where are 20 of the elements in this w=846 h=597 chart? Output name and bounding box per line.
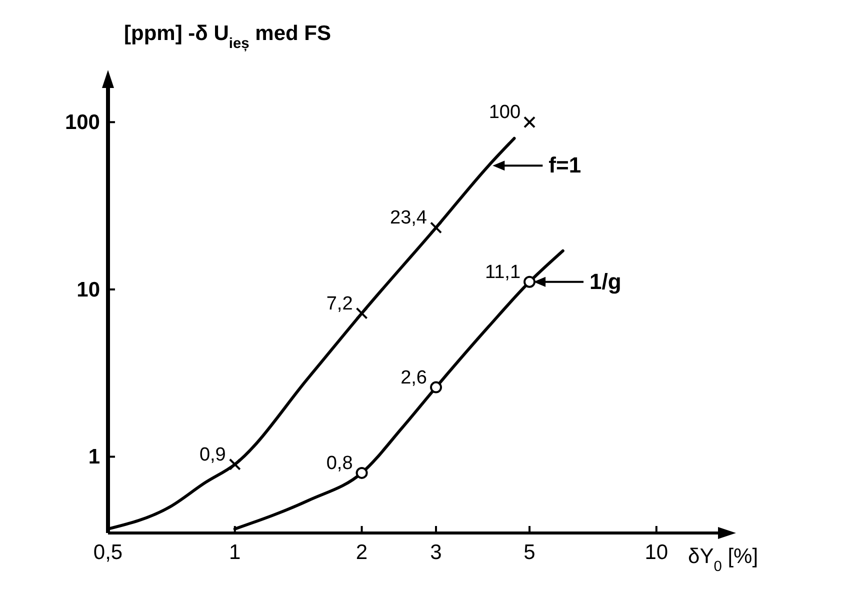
y-axis-title: [ppm] -δ U$_{ieș}$ med FS	[124, 22, 331, 52]
legend-label: f=1	[548, 152, 582, 178]
y-tick-label: 10	[76, 278, 100, 302]
data-label: 7,2	[326, 293, 353, 314]
y-tick-label: 1	[88, 446, 100, 469]
data-label: 0,9	[199, 444, 226, 466]
x-tick-label: 2	[356, 541, 368, 564]
data-label: 0,8	[326, 452, 353, 474]
legend-label: 1/g	[590, 268, 622, 294]
data-label: 2,6	[400, 367, 428, 388]
x-tick-label: 3	[430, 541, 442, 564]
x-axis-title: δY$_{0}$ [%]	[688, 545, 758, 575]
x-tick-label: 0,5	[93, 541, 123, 564]
data-label: 100	[488, 102, 521, 124]
x-tick-label: 1	[229, 541, 241, 564]
data-label: 11,1	[484, 262, 521, 283]
data-label: 23,4	[390, 208, 428, 229]
x-tick-label: 5	[524, 541, 536, 564]
y-tick-label: 100	[64, 111, 100, 134]
x-tick-label: 10	[644, 541, 668, 564]
